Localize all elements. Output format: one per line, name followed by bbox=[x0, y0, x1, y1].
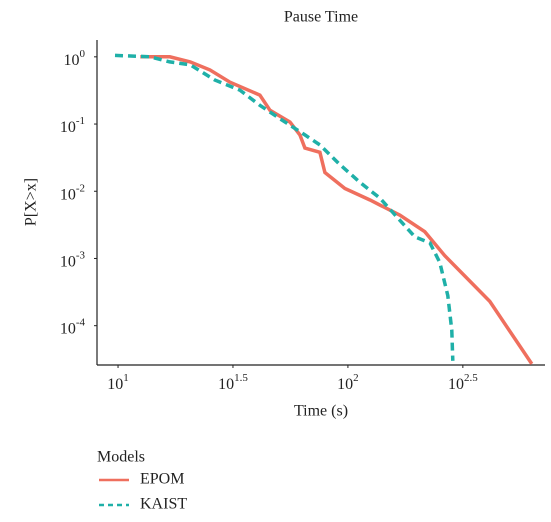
tick-exponent: -4 bbox=[76, 316, 86, 328]
y-tick-label: 10-1 bbox=[60, 115, 85, 136]
tick-base: 10 bbox=[448, 376, 464, 393]
tick-base: 10 bbox=[60, 119, 76, 136]
tick-base: 10 bbox=[218, 376, 234, 393]
tick-exponent: -1 bbox=[76, 115, 85, 127]
x-tick-label: 101.5 bbox=[218, 372, 248, 393]
tick-exponent: 1.5 bbox=[234, 372, 248, 384]
y-tick-label: 10-4 bbox=[60, 316, 86, 337]
x-tick-label: 101 bbox=[107, 372, 129, 393]
x-tick-label: 102 bbox=[337, 372, 359, 393]
tick-exponent: -3 bbox=[76, 249, 86, 261]
series-line bbox=[140, 55, 534, 365]
tick-base: 10 bbox=[337, 376, 353, 393]
tick-exponent: 2.5 bbox=[464, 372, 478, 384]
tick-base: 10 bbox=[107, 376, 123, 393]
legend-label: KAIST bbox=[140, 496, 187, 513]
tick-exponent: 1 bbox=[123, 372, 129, 384]
y-tick-label: 10-2 bbox=[60, 182, 85, 203]
chart-title: Pause Time bbox=[284, 9, 358, 26]
legend-label: EPOM bbox=[140, 471, 184, 488]
tick-exponent: -2 bbox=[76, 182, 85, 194]
tick-base: 10 bbox=[60, 186, 76, 203]
tick-base: 10 bbox=[64, 52, 80, 69]
x-axis-label: Time (s) bbox=[294, 403, 348, 420]
x-tick-label: 102.5 bbox=[448, 372, 478, 393]
tick-exponent: 2 bbox=[353, 372, 359, 384]
series-line bbox=[114, 53, 455, 361]
y-tick-label: 10-3 bbox=[60, 249, 86, 270]
y-tick-label: 100 bbox=[64, 47, 86, 68]
legend-title: Models bbox=[97, 449, 145, 466]
tick-base: 10 bbox=[60, 320, 76, 337]
tick-base: 10 bbox=[60, 253, 76, 270]
y-axis-label: P[X>x] bbox=[23, 178, 40, 226]
tick-exponent: 0 bbox=[80, 47, 86, 59]
